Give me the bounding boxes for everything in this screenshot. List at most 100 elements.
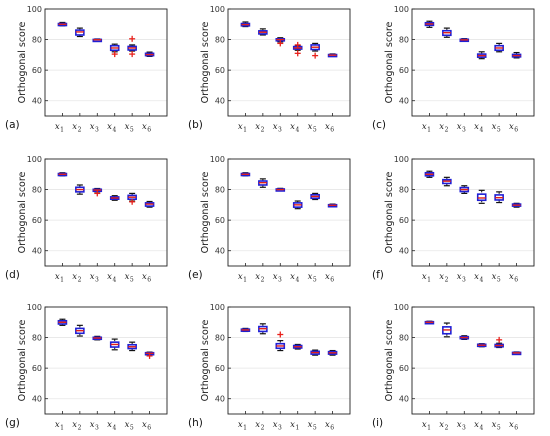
box-x3 bbox=[459, 335, 470, 341]
x-tick-label: x5 bbox=[308, 272, 317, 284]
box-x4 bbox=[109, 338, 120, 351]
axes-frame bbox=[44, 8, 168, 117]
x-tick-label: x5 bbox=[492, 272, 501, 284]
outlier bbox=[294, 41, 301, 48]
box-x5 bbox=[310, 42, 320, 52]
panel-label: (f) bbox=[372, 269, 384, 281]
box-x3 bbox=[459, 38, 470, 43]
panel-b: 40 60 80 100 Orthogonal score (b) x1 x2 x3 x4 x5 x6 bbox=[188, 5, 351, 134]
y-axis-label: Orthogonal score bbox=[200, 319, 211, 401]
outlier bbox=[312, 52, 319, 59]
x-tick-label: x1 bbox=[238, 420, 247, 432]
box-x1 bbox=[424, 170, 435, 178]
x-tick-label: x2 bbox=[255, 122, 264, 134]
y-tick-label: 60 bbox=[32, 364, 42, 373]
x-tick-label: x1 bbox=[238, 122, 247, 134]
x-tick-label: x2 bbox=[72, 122, 81, 134]
x-tick-label: x3 bbox=[457, 420, 466, 432]
y-tick-label: 40 bbox=[215, 395, 225, 404]
outlier bbox=[277, 40, 284, 47]
x-tick-label: x2 bbox=[72, 272, 81, 284]
y-tick-label: 80 bbox=[399, 36, 409, 45]
x-tick-label: x4 bbox=[107, 420, 116, 432]
y-tick-label: 100 bbox=[27, 303, 42, 312]
y-axis-label: Orthogonal score bbox=[384, 319, 395, 401]
y-tick-label: 80 bbox=[32, 334, 42, 343]
x-tick-label: x3 bbox=[273, 272, 282, 284]
y-tick-label: 100 bbox=[394, 303, 409, 312]
box-x2 bbox=[442, 176, 452, 187]
y-tick-label: 60 bbox=[32, 66, 42, 75]
axes-frame bbox=[227, 158, 351, 267]
x-tick-label: x1 bbox=[422, 122, 431, 134]
x-tick-label: x4 bbox=[290, 122, 299, 134]
box-x2 bbox=[75, 324, 85, 337]
x-tick-label: x5 bbox=[125, 420, 134, 432]
x-tick-label: x1 bbox=[290, 420, 299, 432]
x-tick-label: x6 bbox=[509, 272, 518, 284]
x-tick-label: x6 bbox=[142, 420, 151, 432]
x-tick-label: x5 bbox=[492, 122, 501, 134]
y-tick-label: 60 bbox=[399, 364, 409, 373]
outlier bbox=[129, 198, 136, 205]
box-x1 bbox=[424, 320, 435, 325]
panel-label: (i) bbox=[372, 417, 383, 429]
y-axis-label: Orthogonal score bbox=[17, 171, 28, 253]
x-tick-label: x1 bbox=[422, 420, 431, 432]
y-tick-label: 40 bbox=[215, 97, 225, 106]
axes-frame bbox=[227, 8, 351, 117]
box-x2 bbox=[442, 322, 452, 338]
y-tick-label: 60 bbox=[32, 216, 42, 225]
y-tick-label: 100 bbox=[394, 155, 409, 164]
box-x1 bbox=[292, 343, 303, 350]
x-tick-label: x1 bbox=[55, 420, 64, 432]
x-tick-label: x2 bbox=[255, 272, 264, 284]
y-tick-label: 40 bbox=[399, 247, 409, 256]
panel-label: (c) bbox=[372, 119, 386, 131]
y-tick-label: 80 bbox=[215, 186, 225, 195]
box-x2 bbox=[258, 323, 268, 335]
y-tick-label: 80 bbox=[399, 334, 409, 343]
x-tick-label: x6 bbox=[509, 122, 518, 134]
y-tick-label: 60 bbox=[215, 66, 225, 75]
box-x2 bbox=[75, 184, 85, 195]
panel-g: 40 60 80 100 Orthogonal score (g) x1 x2 x3 x4 x5 x6 bbox=[5, 303, 168, 432]
box-x6 bbox=[511, 351, 522, 356]
y-tick-label: 60 bbox=[215, 364, 225, 373]
y-tick-label: 40 bbox=[32, 247, 42, 256]
y-tick-label: 80 bbox=[215, 36, 225, 45]
panel-label: (d) bbox=[5, 269, 20, 281]
y-tick-label: 80 bbox=[215, 334, 225, 343]
x-tick-label: x1 bbox=[55, 272, 64, 284]
panel-a: 40 60 80 100 Orthogonal score (a) x1 x2 x3 x4 x5 x6 bbox=[5, 5, 168, 134]
y-axis-label: Orthogonal score bbox=[200, 21, 211, 103]
x-tick-label: x5 bbox=[125, 272, 134, 284]
box-x5 bbox=[310, 349, 320, 356]
x-tick-label: x3 bbox=[273, 420, 282, 432]
outlier bbox=[129, 51, 136, 58]
box-x6 bbox=[327, 53, 338, 58]
box-x2 bbox=[75, 27, 85, 38]
y-tick-label: 100 bbox=[394, 5, 409, 14]
box-x4 bbox=[476, 189, 487, 204]
y-tick-label: 40 bbox=[399, 97, 409, 106]
x-tick-label: x5 bbox=[125, 122, 134, 134]
axes-frame bbox=[411, 8, 535, 117]
box-x1 bbox=[424, 20, 435, 28]
box-x3 bbox=[92, 38, 103, 43]
panel-e: 40 60 80 100 Orthogonal score (e) x1 x2 x3 x4 x5 x6 bbox=[188, 155, 351, 284]
box-x4 bbox=[292, 200, 303, 210]
box-x1 bbox=[57, 318, 68, 326]
box-x5 bbox=[310, 192, 320, 201]
panel-d: 40 60 80 100 Orthogonal score (d) x1 x2 x3 x4 x5 x6 bbox=[5, 155, 168, 284]
box-x4 bbox=[476, 51, 487, 60]
x-tick-label: x6 bbox=[142, 122, 151, 134]
box-x3 bbox=[275, 187, 286, 192]
x-tick-label: x3 bbox=[457, 122, 466, 134]
axes-frame bbox=[227, 306, 351, 415]
box-x6 bbox=[327, 203, 338, 208]
y-tick-label: 100 bbox=[210, 303, 225, 312]
box-x6 bbox=[511, 51, 522, 59]
y-tick-label: 100 bbox=[27, 5, 42, 14]
